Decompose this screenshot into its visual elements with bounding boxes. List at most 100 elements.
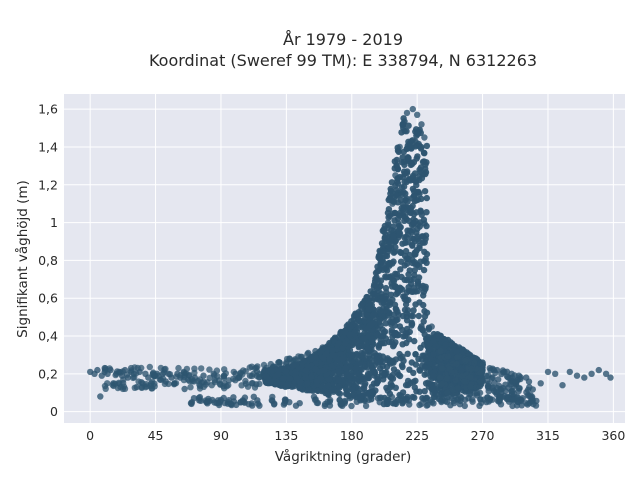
cloud-point	[408, 160, 416, 168]
data-point	[145, 374, 152, 381]
cloud-point	[416, 401, 423, 409]
cloud-point	[265, 368, 272, 375]
cloud-point	[388, 226, 395, 234]
cloud-point	[399, 341, 406, 348]
cloud-point	[505, 384, 512, 391]
cloud-point	[129, 374, 137, 382]
cloud-point	[146, 363, 153, 371]
x-tick-label: 0	[86, 428, 94, 443]
cloud-point	[370, 319, 377, 326]
cloud-point	[317, 348, 325, 355]
cloud-point	[514, 393, 521, 401]
cloud-point	[422, 283, 429, 290]
cloud-point	[396, 231, 403, 238]
cloud-point	[251, 365, 259, 372]
cloud-point	[422, 235, 429, 243]
cloud-point	[429, 372, 437, 380]
cloud-point	[526, 383, 533, 391]
cloud-point	[375, 279, 382, 286]
cloud-point	[345, 381, 352, 388]
cloud-point	[342, 329, 349, 336]
cloud-point	[410, 378, 417, 385]
cloud-point	[325, 376, 333, 383]
cloud-point	[532, 402, 540, 409]
cloud-point	[406, 227, 413, 234]
cloud-point	[454, 354, 461, 361]
cloud-point	[414, 280, 421, 287]
cloud-point	[348, 352, 355, 359]
cloud-point	[410, 219, 418, 227]
cloud-point	[497, 393, 504, 401]
cloud-point	[403, 178, 410, 186]
cloud-point	[362, 380, 369, 387]
cloud-point	[411, 267, 418, 274]
cloud-point	[302, 367, 310, 374]
data-point	[414, 111, 421, 119]
cloud-point	[321, 400, 329, 408]
cloud-point	[382, 320, 389, 327]
cloud-point	[385, 243, 393, 251]
cloud-point	[402, 247, 410, 255]
cloud-point	[374, 325, 382, 333]
cloud-point	[400, 333, 407, 340]
cloud-point	[232, 377, 239, 384]
cloud-point	[416, 263, 423, 271]
cloud-point	[371, 291, 378, 298]
cloud-point	[348, 402, 355, 410]
cloud-point	[387, 384, 394, 391]
cloud-point	[190, 395, 198, 402]
cloud-point	[227, 400, 234, 408]
cloud-point	[344, 390, 351, 398]
cloud-point	[399, 400, 406, 407]
cloud-point	[405, 154, 412, 162]
cloud-point	[409, 393, 416, 401]
cloud-point	[379, 362, 386, 370]
dense-cloud-layer	[101, 115, 540, 410]
cloud-point	[374, 331, 381, 339]
cloud-point	[132, 370, 140, 377]
cloud-point	[390, 276, 397, 284]
y-tick-label: 0,4	[38, 329, 58, 344]
chart-title: År 1979 - 2019	[283, 30, 403, 49]
cloud-point	[112, 371, 119, 379]
cloud-point	[423, 259, 430, 266]
cloud-point	[237, 399, 245, 406]
cloud-point	[230, 394, 237, 401]
cloud-point	[430, 400, 437, 407]
cloud-point	[423, 250, 431, 258]
y-tick-labels: 0 0,2 0,4 0,6 0,8 1 1,2 1,4 1,6	[38, 102, 58, 420]
cloud-point	[412, 351, 419, 358]
cloud-point	[380, 400, 388, 408]
cloud-point	[221, 380, 228, 387]
cloud-point	[403, 325, 411, 333]
cloud-point	[467, 383, 474, 390]
cloud-point	[391, 400, 398, 407]
cloud-point	[394, 199, 402, 206]
cloud-point	[354, 311, 361, 318]
cloud-point	[393, 192, 400, 199]
cloud-point	[346, 372, 353, 380]
cloud-point	[255, 374, 263, 381]
cloud-point	[198, 365, 205, 372]
cloud-point	[417, 207, 424, 214]
cloud-point	[387, 320, 395, 328]
cloud-point	[415, 312, 422, 320]
cloud-point	[407, 276, 414, 284]
data-point	[581, 374, 588, 381]
cloud-point	[380, 329, 388, 336]
cloud-point	[393, 162, 400, 169]
cloud-point	[408, 322, 415, 329]
cloud-point	[117, 369, 124, 376]
cloud-point	[135, 378, 142, 385]
cloud-point	[251, 384, 259, 391]
cloud-point	[462, 357, 469, 365]
cloud-point	[452, 377, 459, 384]
cloud-point	[308, 355, 315, 362]
cloud-point	[488, 375, 495, 382]
cloud-point	[438, 380, 446, 388]
cloud-point	[206, 366, 213, 373]
cloud-point	[416, 366, 423, 373]
cloud-point	[378, 258, 386, 265]
cloud-point	[313, 399, 321, 407]
cloud-point	[248, 400, 255, 407]
